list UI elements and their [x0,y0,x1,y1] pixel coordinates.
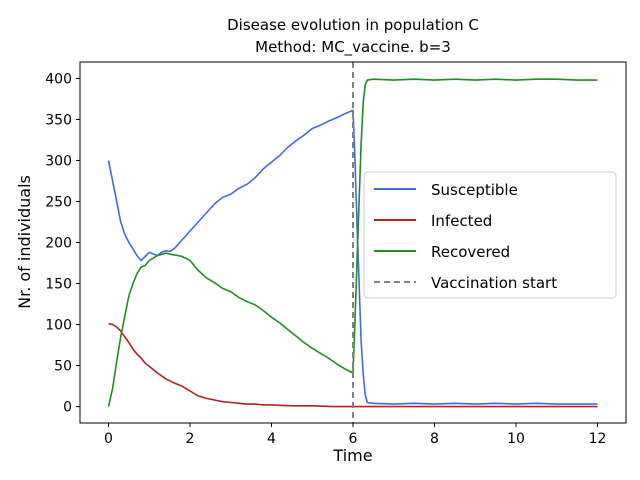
series-line-infected [108,322,598,408]
x-axis: 0 2 4 6 8 10 12 [104,423,606,447]
x-tick-label: 4 [267,431,276,447]
legend-label-susceptible: Susceptible [431,181,518,199]
legend-label-vaccination-start: Vaccination start [431,274,557,292]
x-tick-label: 2 [186,431,195,447]
y-tick-label: 0 [63,400,72,416]
y-axis-label: Nr. of individuals [15,175,34,309]
x-tick-label: 6 [349,431,358,447]
series-group [107,78,598,408]
y-axis: 0 50 100 150 200 250 300 350 400 [45,71,80,416]
legend-box [363,171,617,299]
y-tick-label: 300 [45,153,72,169]
legend-label-infected: Infected [431,212,492,230]
y-tick-label: 100 [45,318,72,334]
x-tick-label: 10 [507,431,525,447]
legend: Susceptible Infected Recovered Vaccination … [363,171,617,299]
x-axis-label: Time [332,446,372,465]
y-tick-label: 350 [45,112,72,128]
y-tick-label: 400 [45,71,72,87]
x-tick-label: 0 [104,431,113,447]
chart-title: Disease evolution in population C [227,16,479,34]
x-tick-label: 8 [430,431,439,447]
y-tick-label: 250 [45,194,72,210]
legend-label-recovered: Recovered [431,243,510,261]
series-line-susceptible [107,109,598,405]
x-tick-label: 12 [589,431,607,447]
y-tick-label: 150 [45,277,72,293]
y-tick-label: 200 [45,236,72,252]
y-tick-label: 50 [54,359,72,375]
chart-subtitle: Method: MC_vaccine. b=3 [255,38,451,57]
series-line-recovered [107,78,598,407]
